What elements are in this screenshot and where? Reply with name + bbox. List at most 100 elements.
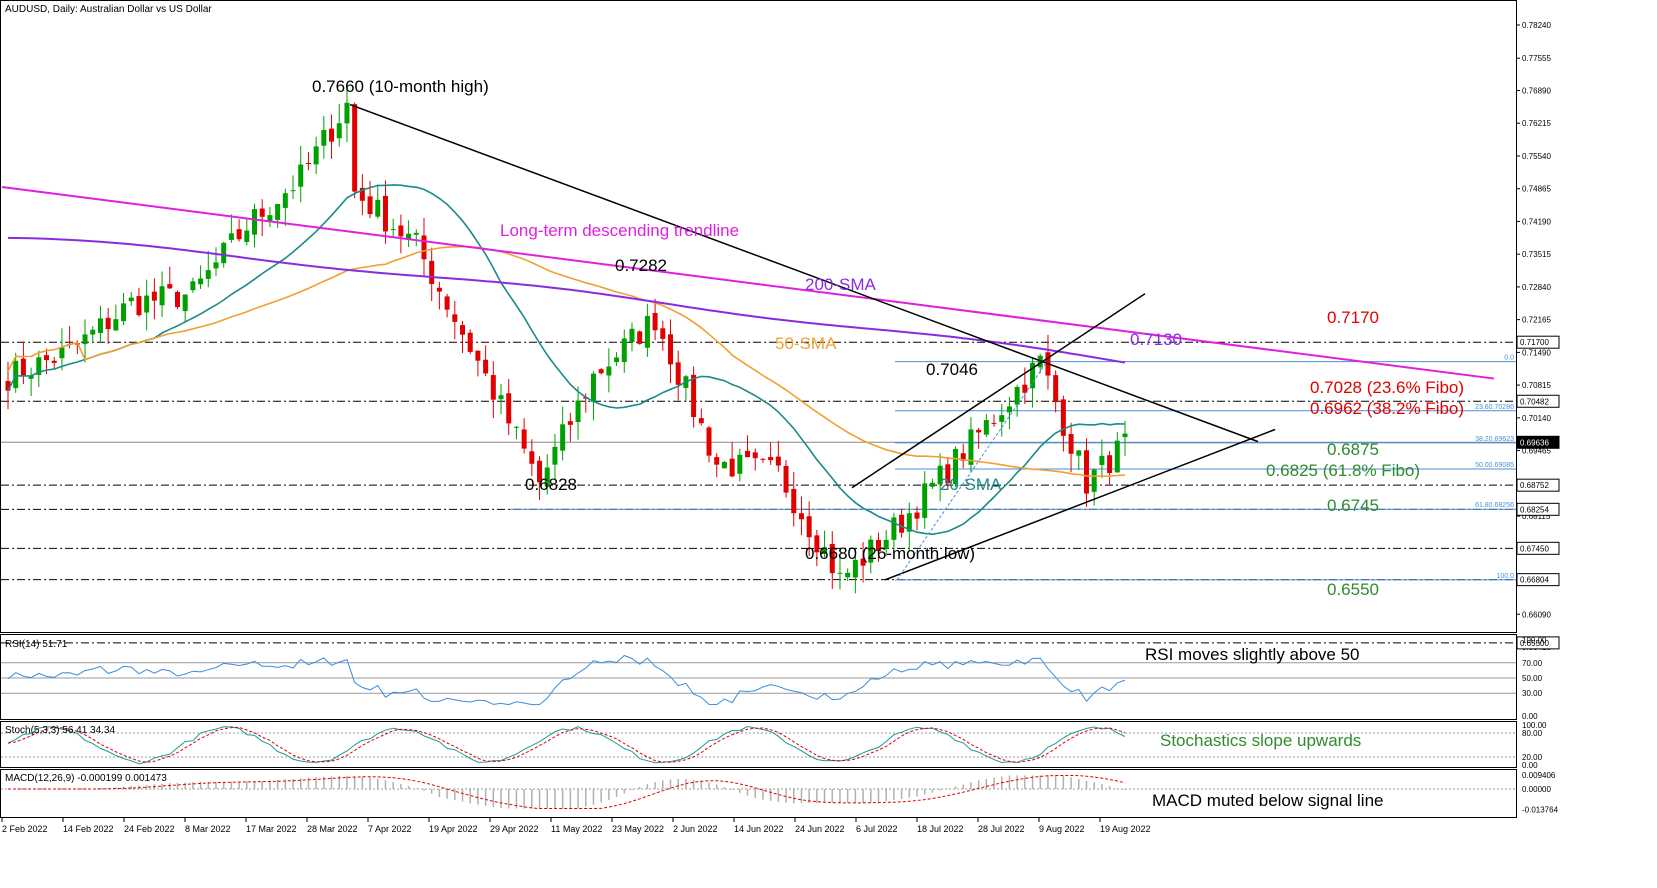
- time-label: 2 Jun 2022: [673, 824, 718, 834]
- time-label: 2 Feb 2022: [2, 824, 48, 834]
- candle-body: [783, 465, 789, 493]
- price-marker: [1516, 502, 1560, 516]
- candle-body: [290, 190, 296, 192]
- candle-body: [837, 572, 843, 574]
- price-marker-label: 0.70482: [1520, 397, 1549, 406]
- price-tick-label: 0.66090: [1522, 610, 1551, 619]
- candle-body: [421, 235, 427, 260]
- level-7130: 0.7130: [1130, 330, 1182, 349]
- candle-body: [59, 347, 65, 359]
- candle-body: [475, 350, 481, 361]
- candle-body: [252, 209, 258, 235]
- time-label: 14 Jun 2022: [734, 824, 784, 834]
- price-marker: [1516, 636, 1560, 650]
- fibo-label: 23.60.70286: [1475, 404, 1514, 411]
- candle-body: [814, 535, 820, 553]
- candle-body: [1022, 384, 1028, 393]
- candle-body: [714, 457, 720, 465]
- time-label: 19 Apr 2022: [429, 824, 478, 834]
- candle-body: [1068, 434, 1074, 454]
- fibo-label: 0.0: [1504, 355, 1514, 362]
- candle-body: [151, 291, 157, 301]
- time-label: 18 Jul 2022: [917, 824, 964, 834]
- rsi-pane: [0, 634, 1517, 720]
- price-tick-label: 0.74190: [1522, 217, 1551, 226]
- price-tick-label: 0.69465: [1522, 447, 1551, 456]
- candle-body: [282, 193, 288, 208]
- candle-body: [906, 513, 912, 532]
- sma200-line: [7, 236, 1126, 364]
- candle-body: [382, 195, 388, 232]
- candle-body: [321, 129, 327, 146]
- candle-body: [1014, 386, 1020, 405]
- price-marker: [1516, 573, 1560, 587]
- candle-body: [182, 294, 188, 312]
- stoch-tick-label: 0.00: [1522, 761, 1538, 770]
- candle-body: [1053, 375, 1059, 403]
- candle-body: [621, 338, 627, 363]
- candle-body: [552, 446, 558, 465]
- price-marker: [1516, 541, 1560, 555]
- candle-body: [390, 229, 396, 231]
- rsi-tick-label: 50.00: [1522, 674, 1543, 683]
- time-label: 28 Mar 2022: [307, 824, 358, 834]
- candle-body: [544, 467, 550, 487]
- time-label: 17 Mar 2022: [246, 824, 297, 834]
- level-6875: 0.6875: [1327, 440, 1379, 459]
- annotation-high: 0.7660 (10-month high): [312, 77, 489, 96]
- candle-body: [344, 102, 350, 124]
- main-chart-layer: 0.0 23.60.70286 38.20.69623 50.00.69085 61.8…: [1, 84, 1516, 644]
- rsi-tick-label: 100.00: [1522, 636, 1547, 645]
- candle-body: [922, 483, 928, 518]
- candle-body: [367, 196, 373, 215]
- candle-body: [729, 458, 735, 477]
- candle-body: [929, 482, 935, 487]
- annotation-200sma: 200-SMA: [805, 275, 877, 294]
- candle-body: [537, 460, 543, 483]
- price-marker: [1516, 335, 1560, 349]
- candle-body: [560, 424, 566, 451]
- candle-body: [429, 260, 435, 285]
- price-marker-label: 0.71700: [1520, 338, 1549, 347]
- fibo-label: 100.0: [1496, 573, 1514, 580]
- candle-body: [336, 123, 342, 139]
- candle-body: [205, 270, 211, 279]
- price-tick-label: 0.77555: [1522, 54, 1551, 63]
- time-label: 24 Jun 2022: [795, 824, 845, 834]
- candle-body: [136, 296, 142, 316]
- candle-body: [606, 366, 612, 376]
- price-marker-label: 0.69636: [1520, 438, 1549, 447]
- candle-body: [436, 287, 442, 292]
- time-label: 7 Apr 2022: [368, 824, 412, 834]
- candle-body: [460, 325, 466, 335]
- candle-body: [113, 319, 119, 331]
- candle-body: [852, 559, 858, 578]
- candle-body: [28, 375, 34, 379]
- time-label: 29 Apr 2022: [490, 824, 539, 834]
- candle-body: [999, 415, 1005, 422]
- rsi-note: RSI moves slightly above 50: [1145, 645, 1360, 664]
- sma20-line: [7, 184, 1126, 536]
- price-marker-label: 0.68752: [1520, 481, 1549, 490]
- candle-body: [159, 286, 165, 306]
- time-axis: 2 Feb 2022 14 Feb 2022 24 Feb 2022 8 Mar 20…: [1, 818, 1151, 834]
- stoch-title: Stoch(5,3,3) 56.41 34.34: [5, 725, 116, 736]
- candle-body: [1122, 433, 1128, 438]
- price-marker-label: 0.68254: [1520, 505, 1549, 514]
- candle-body: [822, 547, 828, 555]
- price-tick-label: 0.75540: [1522, 152, 1551, 161]
- stoch-tick-label: 100.00: [1522, 721, 1547, 730]
- candle-body: [483, 359, 489, 374]
- candle-body: [13, 360, 19, 389]
- stoch-note: Stochastics slope upwards: [1160, 731, 1361, 750]
- candle-body: [960, 453, 966, 461]
- fibo-label: 61.80.68256: [1475, 502, 1514, 509]
- time-label: 8 Mar 2022: [185, 824, 231, 834]
- candle-body: [506, 393, 512, 424]
- candle-body: [745, 450, 751, 458]
- candle-body: [259, 208, 265, 217]
- candle-body: [637, 331, 643, 344]
- price-tick-label: 0.71490: [1522, 348, 1551, 357]
- price-tick-label: 0.68115: [1522, 512, 1551, 521]
- rsi-title: RSI(14) 51.71: [5, 639, 68, 650]
